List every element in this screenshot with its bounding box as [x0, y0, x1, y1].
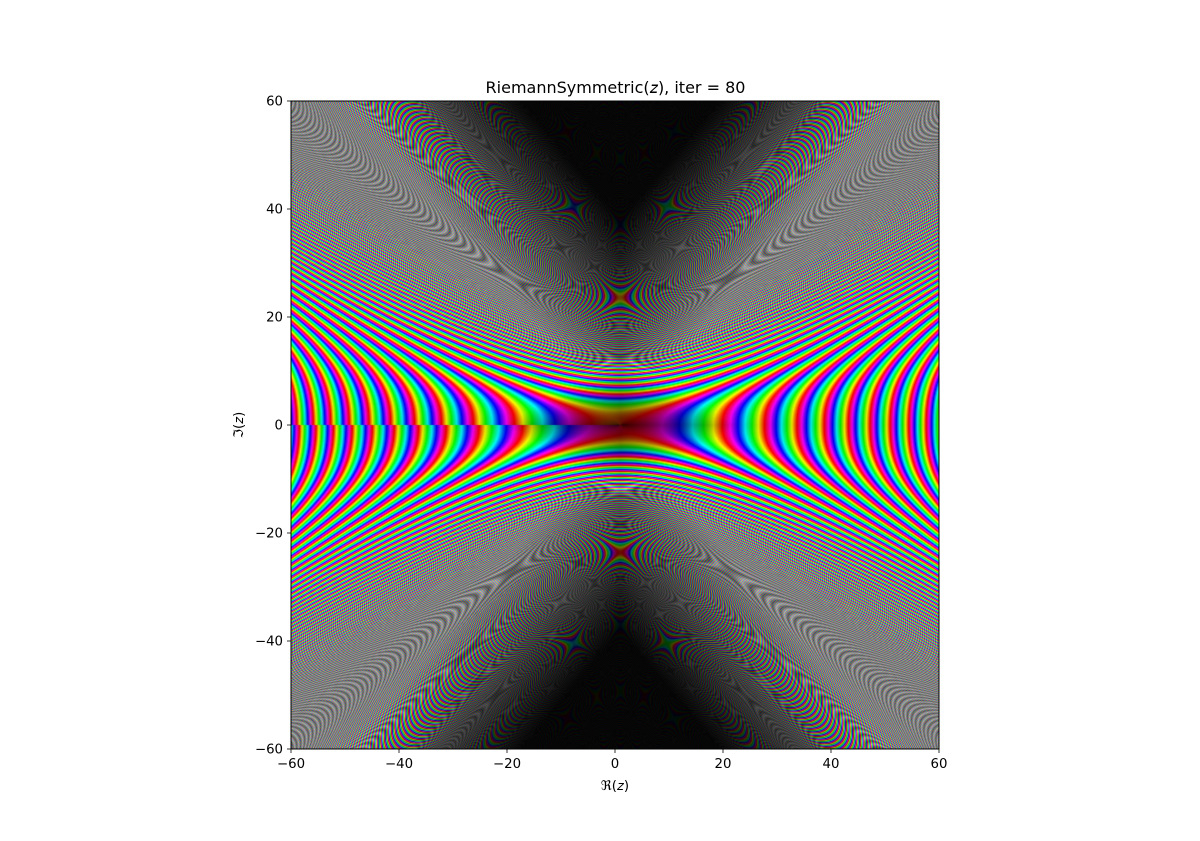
- x-tick-label: 0: [611, 757, 619, 772]
- heatmap-canvas: [291, 101, 939, 749]
- y-tick-label: 20: [266, 311, 283, 326]
- y-tick-label: 40: [266, 203, 283, 218]
- y-tick-label: 0: [275, 419, 283, 434]
- x-tick-label: −40: [385, 757, 413, 772]
- y-axis-ticks: −60 −40 −20 0 20 40 60: [255, 95, 291, 758]
- x-tick-label: 60: [931, 757, 948, 772]
- y-tick-label: −60: [255, 743, 283, 758]
- y-tick-label: 60: [266, 95, 283, 110]
- x-axis-ticks: −60 −40 −20 0 20 40 60: [277, 749, 947, 772]
- y-axis-label: ℑ(𝑧): [232, 412, 247, 439]
- y-tick-label: −20: [255, 527, 283, 542]
- x-tick-label: 20: [715, 757, 732, 772]
- x-tick-label: 40: [823, 757, 840, 772]
- heatmap-plot: [291, 101, 939, 749]
- x-axis-label: ℜ(𝑧): [601, 779, 629, 794]
- y-tick-label: −40: [255, 635, 283, 650]
- x-tick-label: −60: [277, 757, 305, 772]
- chart-title: RiemannSymmetric(𝑧), iter = 80: [486, 78, 746, 97]
- x-tick-label: −20: [493, 757, 521, 772]
